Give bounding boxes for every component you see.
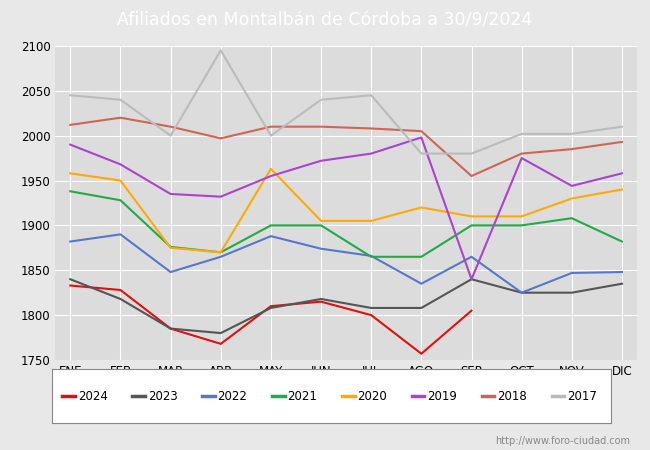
Text: 2023: 2023 xyxy=(148,390,177,402)
Text: 2017: 2017 xyxy=(567,390,597,402)
Text: http://www.foro-ciudad.com: http://www.foro-ciudad.com xyxy=(495,436,630,446)
Text: 2020: 2020 xyxy=(358,390,387,402)
Text: 2024: 2024 xyxy=(78,390,108,402)
Text: 2021: 2021 xyxy=(287,390,317,402)
Text: Afiliados en Montalbán de Córdoba a 30/9/2024: Afiliados en Montalbán de Córdoba a 30/9… xyxy=(118,12,532,30)
Text: 2022: 2022 xyxy=(218,390,248,402)
Text: 2018: 2018 xyxy=(497,390,527,402)
Text: 2019: 2019 xyxy=(427,390,457,402)
